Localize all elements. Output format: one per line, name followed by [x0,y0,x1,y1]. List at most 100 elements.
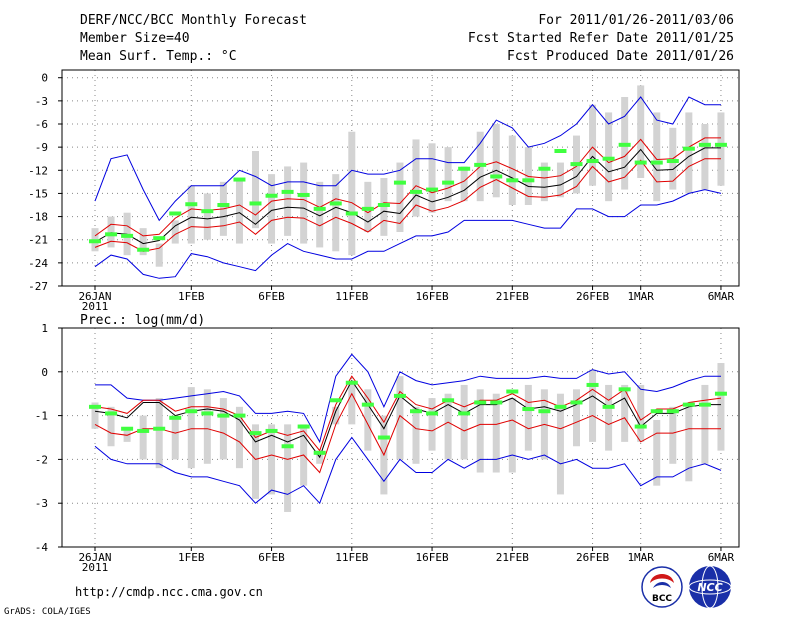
temperature-plot-frame [61,69,740,287]
variable-label-temperature: Mean Surf. Temp.: °C [80,49,237,64]
median-line [94,147,721,245]
source-url: http://cmdp.ncc.cma.gov.cn [75,585,263,599]
spread-box [717,112,725,186]
y-tick-label: 1 [41,322,48,335]
ensemble-mean-marker [89,404,101,409]
spread-box [235,406,243,469]
ensemble-mean-marker [554,404,567,409]
spread-box [444,147,452,202]
spread-box [348,131,356,256]
ensemble-mean-marker [586,382,599,387]
temperature-panel: 0 -3 -6 -9 -12 -15 -18 -21 -24 -27 26JAN 1FEB 6FEB 11… [28,69,740,313]
ensemble-mean-marker [313,206,326,211]
spread-box [701,124,709,190]
ensemble-mean-marker [490,400,503,405]
mean-marker-layer [89,142,727,252]
y-tick-label: -27 [28,280,48,293]
ensemble-mean-marker [538,409,551,414]
ensemble-mean-marker [682,146,695,151]
spread-box [252,151,259,229]
x-tick-label: 1MAR [627,551,654,564]
ncc-logo-disc [689,566,731,608]
mean-marker-layer [89,380,727,455]
ensemble-mean-marker [474,162,487,167]
x-tick-label: 21FEB [496,551,529,564]
spread-box [412,406,420,464]
ensemble-mean-marker [522,407,535,412]
ensemble-mean-marker [313,450,326,455]
spread-box [605,384,613,451]
bcc-logo-ring [641,566,683,608]
forecast-period: For 2011/01/26-2011/03/06 [538,13,734,28]
ensemble-mean-marker [442,180,455,185]
ensemble-mean-marker [393,393,406,398]
ensemble-mean-marker [490,174,503,179]
x-tick-label: 1MAR [627,290,654,303]
box-layer [91,363,725,512]
spread-box [653,419,661,486]
ensemble-mean-marker [121,233,134,238]
spread-box [669,406,677,464]
spread-box [300,162,308,244]
ensemble-mean-marker [185,202,198,207]
ensemble-mean-marker [377,435,390,440]
outer-max-line [94,96,721,222]
x-tick-label: 1FEB [178,290,205,303]
ensemble-mean-marker [538,166,551,171]
spread-box [573,389,580,447]
spread-box [268,174,276,244]
spread-box [508,398,516,473]
inner-lower-line [94,158,721,252]
ensemble-mean-marker [89,239,101,244]
spread-box [203,193,211,240]
ensemble-mean-marker [185,409,198,414]
spread-box [235,178,243,244]
bcc-logo-swirl-red [650,574,674,583]
y-tick-label: -24 [28,257,48,270]
spread-box [219,398,227,460]
spread-box [444,393,452,460]
ensemble-mean-marker [618,142,631,147]
spread-box [428,398,436,451]
ensemble-mean-marker [506,389,519,394]
ensemble-mean-marker [586,159,599,164]
outer-min-line [94,436,722,505]
spread-box [139,415,147,460]
x-tick-label: 11FEB [335,290,368,303]
ensemble-mean-marker [217,203,230,207]
ensemble-mean-marker [426,187,439,192]
ensemble-mean-marker [265,428,278,433]
spread-box [171,415,179,460]
figure-title: DERF/NCC/BCC Monthly Forecast [80,13,307,28]
ensemble-mean-marker [201,209,214,214]
spread-box [476,389,484,473]
x-tick-label: 16FEB [415,551,448,564]
x-tick-label: 6FEB [258,551,285,564]
spread-box [187,387,195,469]
spread-box [685,406,693,482]
ensemble-mean-marker [361,206,374,211]
y-tick-label: -3 [35,497,48,510]
ensemble-mean-marker [682,402,695,407]
spread-box [589,369,597,442]
spread-box [348,380,356,425]
spread-box [155,243,163,267]
x-tick-label: 16FEB [415,290,448,303]
ensemble-mean-marker [169,415,182,420]
ncc-logo: NCC [688,565,732,609]
y-tick-label: -12 [28,164,48,177]
fcst-produced-date: Fcst Produced Date 2011/01/26 [507,49,734,64]
spread-box [540,162,548,202]
ensemble-mean-marker [714,142,727,147]
ensemble-mean-marker [570,162,583,167]
y-tick-label: -21 [28,234,48,247]
x-year-label: 2011 [82,300,109,313]
variable-label-precipitation: Prec.: log(mm/d) [80,313,205,328]
bcc-logo-swirl-blue [653,582,671,588]
spread-box [396,376,404,460]
precipitation-plot-frame [61,327,740,548]
ensemble-mean-marker [121,426,134,431]
inner-lower-line [94,392,721,474]
ensemble-mean-marker [714,391,727,396]
ensemble-mean-marker [233,177,246,182]
